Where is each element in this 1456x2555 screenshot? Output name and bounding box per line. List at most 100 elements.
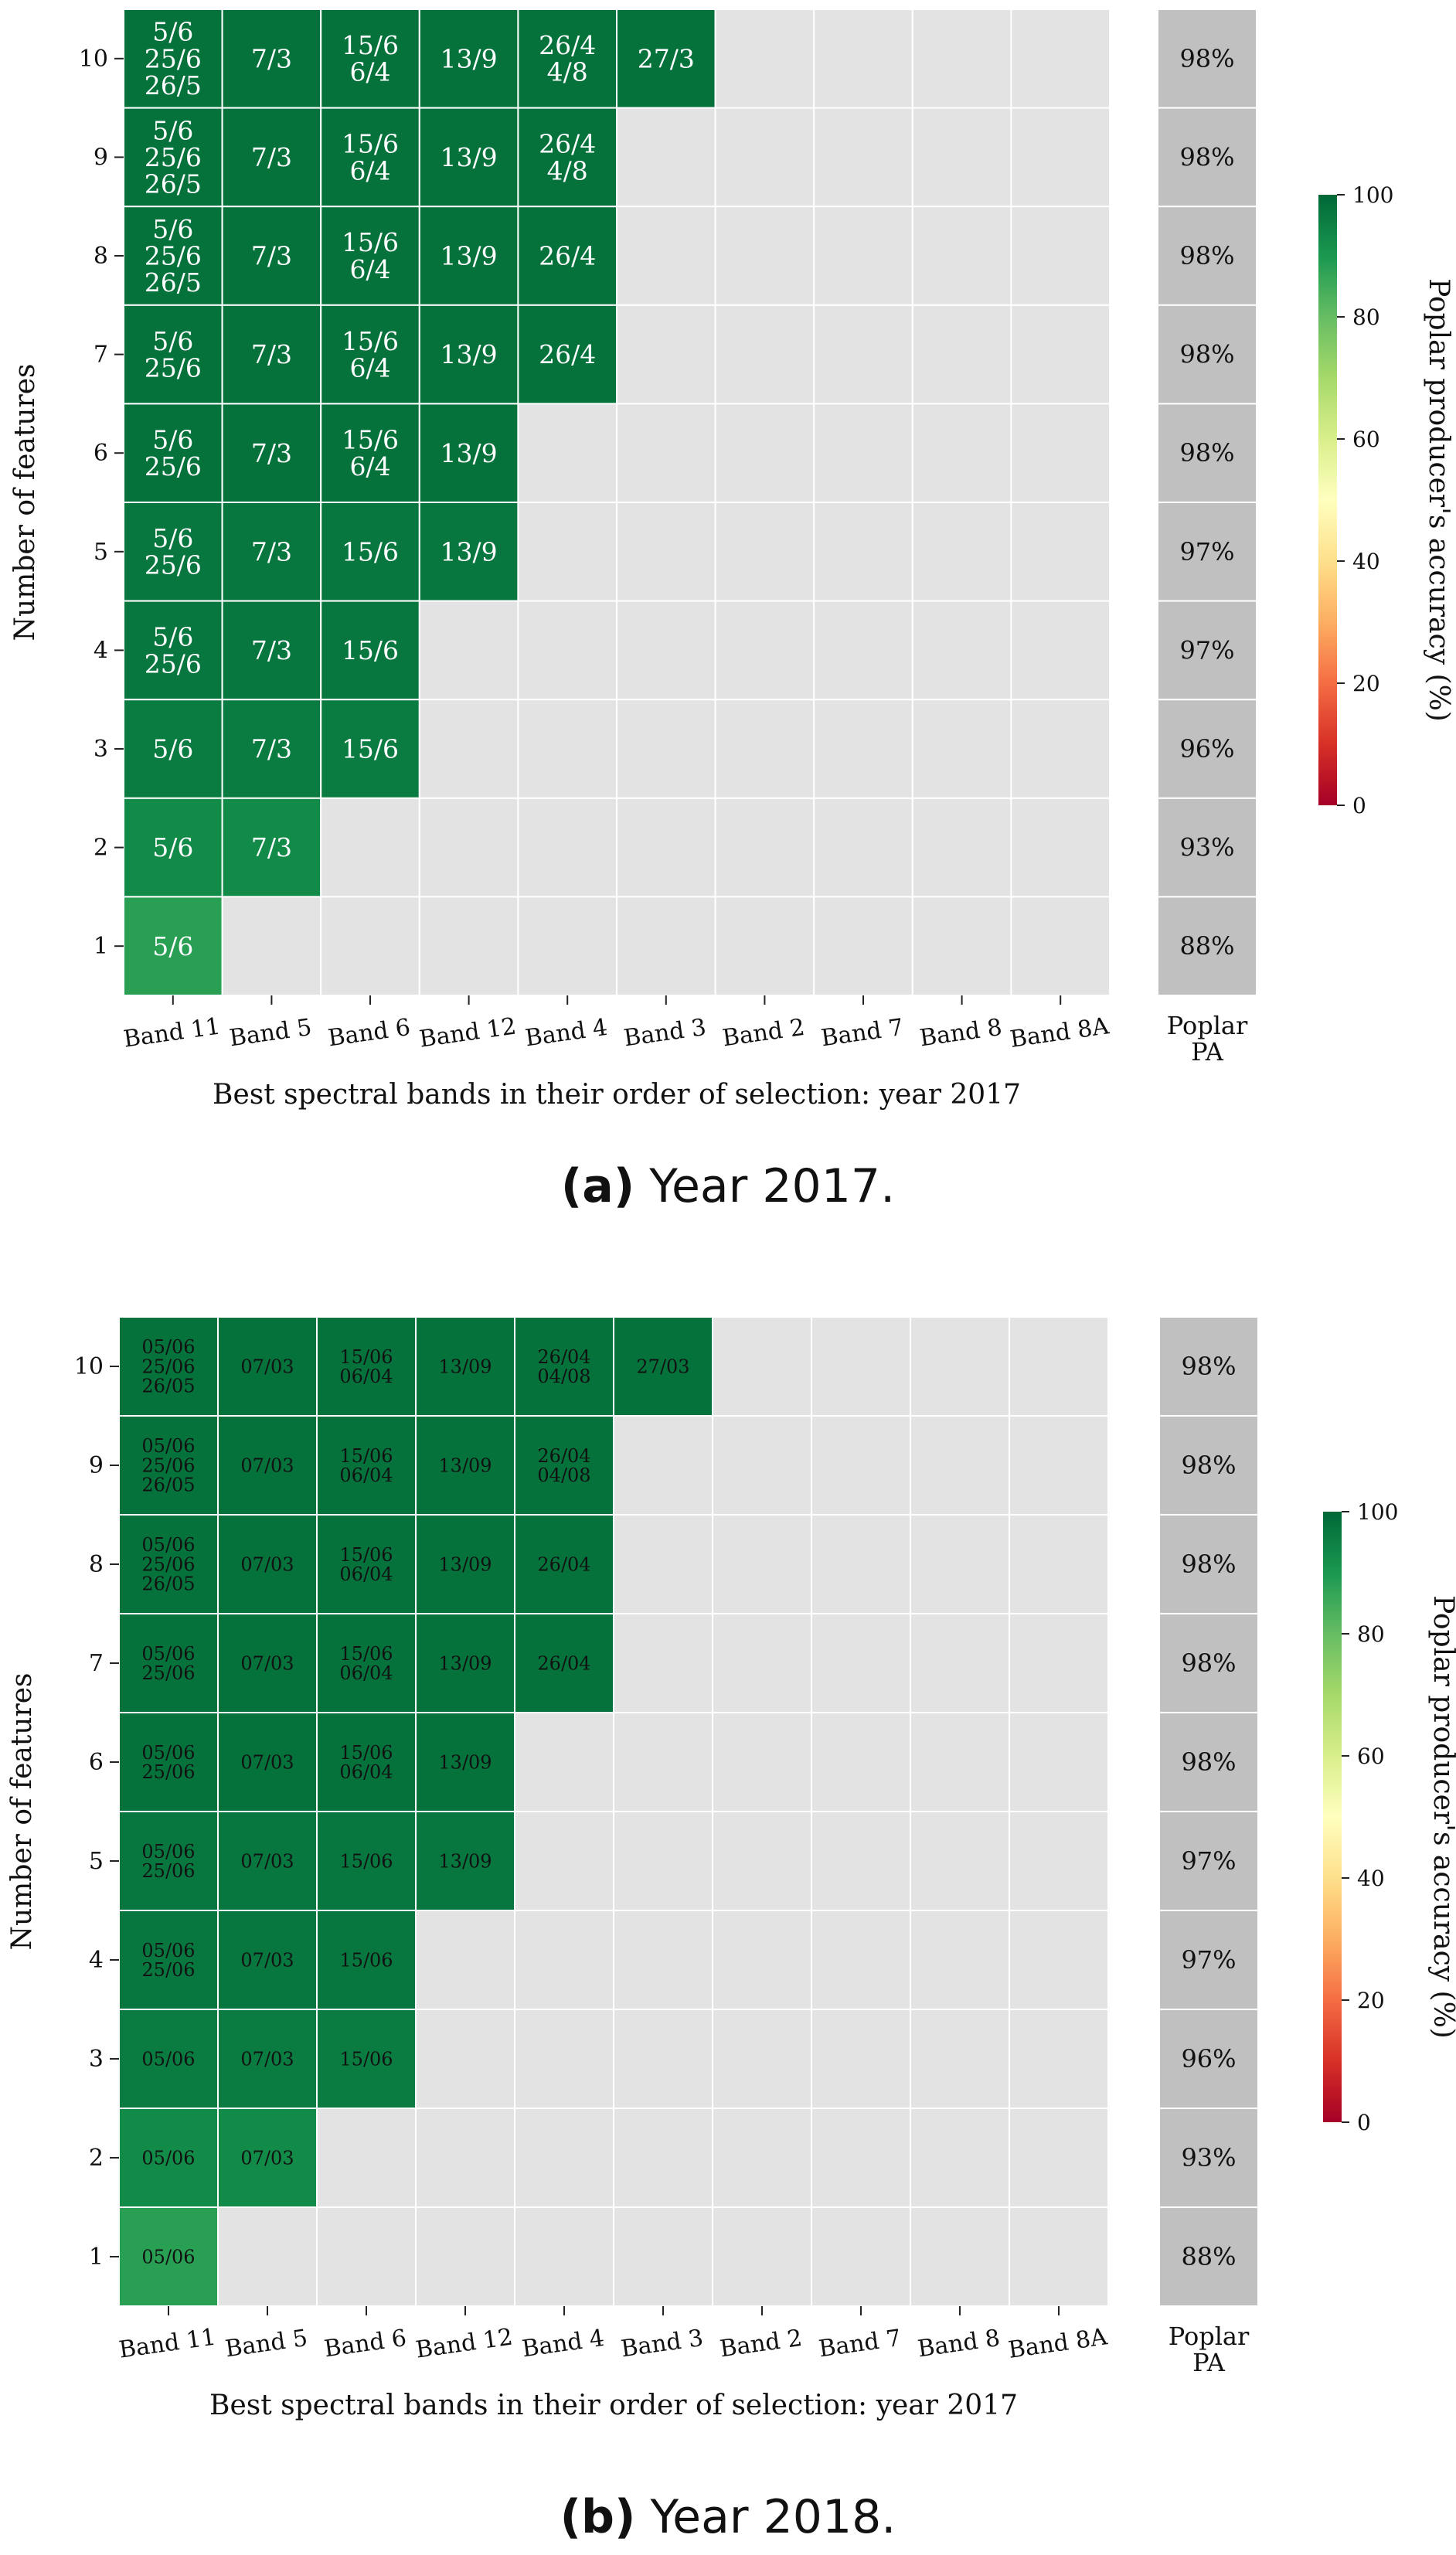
pa-value-label: 98%: [1179, 340, 1234, 369]
heatmap-cell-empty: [418, 699, 519, 799]
cell-label: 15/6 6/4: [342, 326, 399, 383]
cell-label: 15/06: [339, 1949, 393, 1971]
heatmap-cell-empty: [514, 1811, 614, 1911]
cell-label: 7/3: [251, 635, 292, 665]
cell-label: 26/04 04/08: [537, 1445, 590, 1486]
cell-label: 15/06 06/04: [339, 1643, 393, 1684]
pa-value-label: 97%: [1181, 1846, 1236, 1876]
y-tick-label: 9: [94, 144, 108, 171]
cell-label: 07/03: [240, 1356, 294, 1377]
cell-label: 13/09: [438, 1553, 492, 1575]
heatmap-cell-empty: [712, 2108, 812, 2208]
colorbar-label: Poplar producer's accuracy (%): [1427, 1595, 1456, 2039]
cell-label: 7/3: [251, 734, 292, 764]
x-tick-label: Band 11: [117, 2323, 218, 2363]
heatmap-cell-empty: [911, 699, 1012, 799]
heatmap-cell-empty: [1009, 2206, 1109, 2307]
x-axis: Band 11 Band 5 Band 6 Band 12 Band 4 Band 3 Ba…: [122, 995, 1111, 1053]
x-axis: Band 11 Band 5 Band 6 Band 12 Band 4 Band 3 Ba…: [117, 2306, 1109, 2364]
heatmap-cell-empty: [910, 2206, 1010, 2307]
cell-label: 13/9: [441, 536, 498, 566]
colorbar: 0 20 40 60 80 100 Poplar producer's accuracy (…: [1323, 1499, 1456, 2135]
cell-label: 5/6 25/6 26/5: [145, 115, 202, 199]
heatmap-cell-empty: [712, 1415, 812, 1516]
cell-label: 13/9: [441, 241, 498, 271]
heatmap-cell-empty: [1009, 1514, 1109, 1614]
pa-cell: [1158, 1910, 1259, 2010]
cell-label: 7/3: [251, 536, 292, 566]
x-tick-label: Band 12: [414, 2323, 515, 2363]
poplar-pa-column: 98% 98% 98% 98% 98% 97% 97% 96% 93% 88%: [1157, 9, 1257, 997]
heatmap-cell-empty: [616, 304, 716, 405]
heatmap-cell-empty: [813, 699, 913, 799]
heatmap-cell-empty: [712, 1712, 812, 1812]
cell-label: 26/04 04/08: [537, 1346, 590, 1387]
colorbar-tick-label: 0: [1352, 793, 1366, 818]
cell-label: 5/6 25/6: [145, 424, 202, 481]
y-tick-label: 6: [89, 1749, 104, 1776]
cell-label: 07/03: [240, 1454, 294, 1476]
pa-column-label: Poplar PA: [1169, 2322, 1250, 2377]
pa-value-label: 98%: [1179, 142, 1234, 172]
y-tick-label: 9: [89, 1452, 104, 1479]
y-axis-label: Number of features: [9, 364, 41, 641]
colorbar-tick-label: 100: [1352, 182, 1393, 208]
cell-label: 13/9: [441, 438, 498, 468]
heatmap-cell-empty: [613, 1613, 713, 1713]
heatmap-cell-empty: [714, 107, 815, 208]
heatmap-cell-empty: [714, 797, 815, 898]
heatmap-cell-empty: [616, 502, 716, 602]
cell-label: 15/6: [342, 734, 399, 764]
heatmap-cell-empty: [910, 2108, 1010, 2208]
pa-cell: [1158, 1613, 1259, 1713]
cell-label: 26/4 4/8: [539, 129, 596, 186]
x-tick-label: Band 8: [916, 2325, 1002, 2363]
heatmap-cell-empty: [1010, 9, 1111, 109]
colorbar-tick-label: 80: [1357, 1621, 1385, 1647]
heatmap-cell-empty: [811, 2108, 911, 2208]
cell-label: 13/09: [438, 1751, 492, 1773]
heatmap-cell: [316, 1811, 417, 1911]
heatmap-cell-empty: [418, 797, 519, 898]
cell-label: 05/06: [141, 2048, 195, 2070]
heatmap-cell-empty: [811, 1613, 911, 1713]
cell-label: 27/03: [636, 1356, 689, 1377]
heatmap-cell-empty: [616, 699, 716, 799]
cell-label: 15/6: [342, 536, 399, 566]
x-tick-label: Band 12: [417, 1012, 518, 1053]
cell-label: 05/06: [141, 2147, 195, 2169]
pa-cell: [1158, 1712, 1259, 1812]
heatmap-cell-empty: [910, 1712, 1010, 1812]
heatmap-cell-empty: [811, 1811, 911, 1911]
cell-label: 15/06: [339, 2048, 393, 2070]
heatmap-cell: [118, 1514, 219, 1614]
cell-label: 15/06: [339, 1850, 393, 1872]
heatmap-cell-empty: [911, 896, 1012, 997]
heatmap-cell-empty: [1010, 304, 1111, 405]
y-tick-label: 5: [94, 539, 108, 566]
heatmap-cell-empty: [910, 1910, 1010, 2010]
cell-label: 15/6 6/4: [342, 227, 399, 284]
figure-panel-b: 05/06 25/06 26/05 07/03 15/06 06/04 13/09 26/04…: [0, 1275, 1456, 2555]
cell-label: 15/06 06/04: [339, 1544, 393, 1585]
heatmap-cell-empty: [517, 699, 618, 799]
cell-label: 07/03: [240, 2147, 294, 2169]
heatmap-cell: [221, 600, 322, 701]
heatmap-cell: [415, 1514, 515, 1614]
colorbar-tick-label: 20: [1357, 1988, 1385, 2013]
colorbar-gradient: [1323, 1512, 1342, 2122]
heatmap-2017: 5/6 25/6 26/57/3 15/6 6/4 13/9 26/4 4/8 27/35/6 2…: [9, 9, 1454, 1111]
heatmap-cell: [418, 502, 519, 602]
heatmap-cell-empty: [712, 1811, 812, 1911]
y-tick-label: 5: [89, 1848, 104, 1875]
heatmap-cell: [217, 1712, 318, 1812]
heatmap-cell: [316, 2009, 417, 2109]
pa-cell: [1158, 2206, 1259, 2307]
heatmap-cell: [517, 206, 618, 306]
heatmap-cell-empty: [320, 797, 420, 898]
poplar-pa-column: 98% 98% 98% 98% 98% 97% 97% 96% 93% 88%: [1158, 1316, 1259, 2307]
heatmap-cells: 05/06 25/06 26/05 07/03 15/06 06/04 13/09 26/04…: [118, 1316, 1109, 2307]
heatmap-cell: [415, 1712, 515, 1812]
heatmap-cell-empty: [813, 502, 913, 602]
colorbar: 0 20 40 60 80 100 Poplar producer's accuracy (…: [1318, 182, 1454, 818]
